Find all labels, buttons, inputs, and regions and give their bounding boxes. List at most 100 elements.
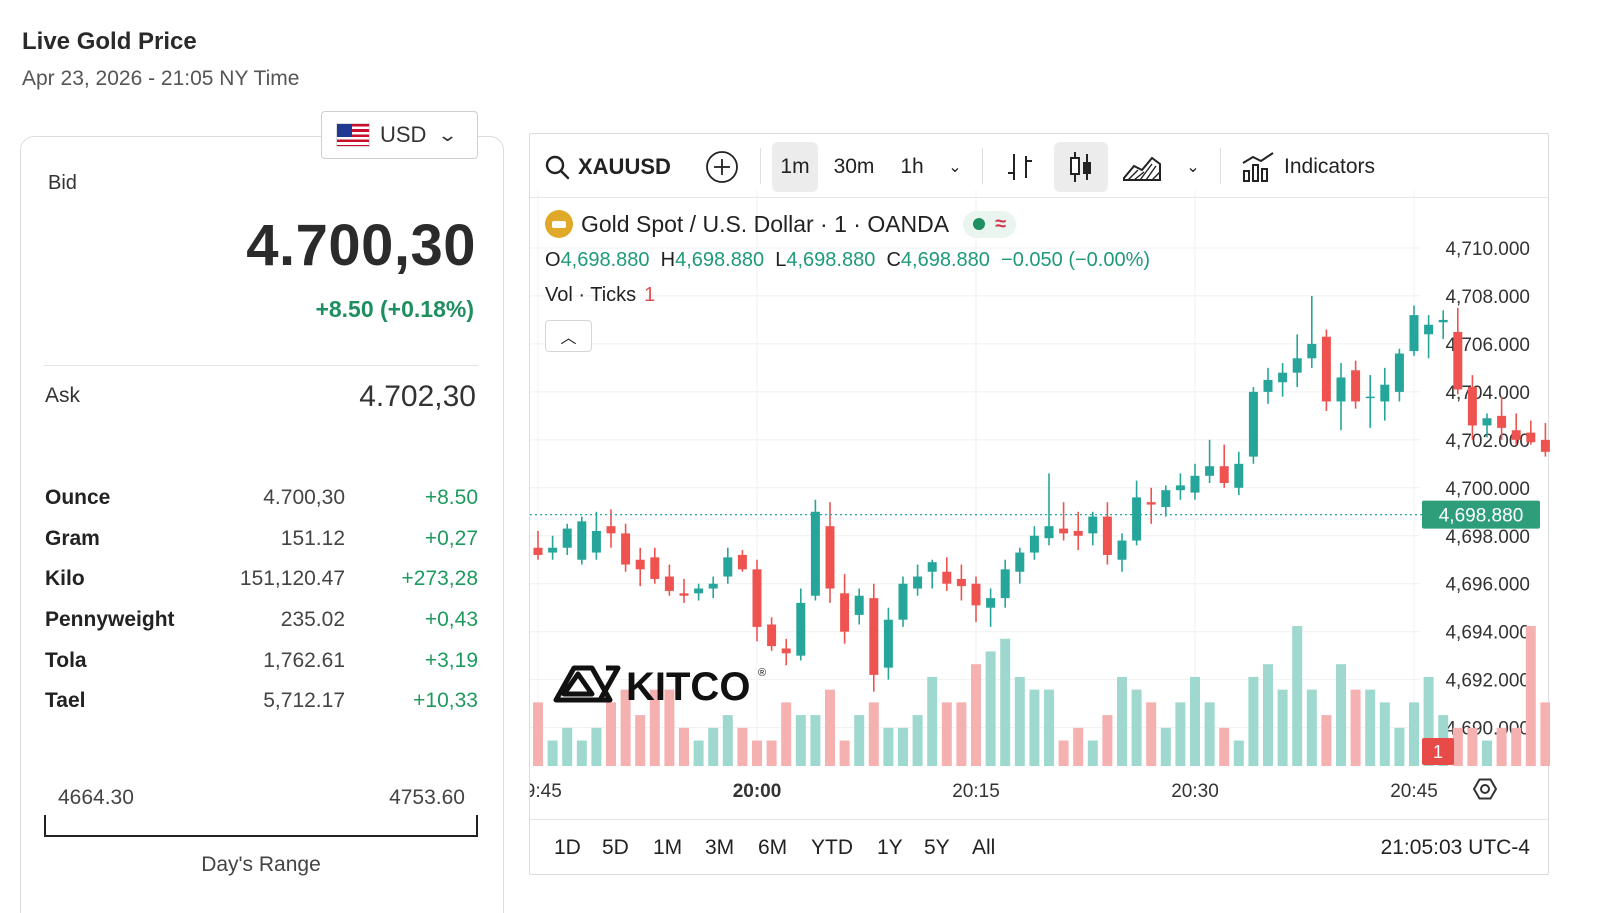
open-value: 4,698.880 [560,249,650,271]
volume-bar [1394,727,1405,766]
period-1d[interactable]: 1D [554,836,581,859]
period-6m[interactable]: 6M [758,836,788,859]
volume-bar [708,727,719,766]
collapse-legend-button[interactable]: ︿ [545,320,592,352]
unit-row-kilo: Kilo 151,120.47 +273,28 [45,559,480,600]
candle-body [1073,530,1083,536]
market-status-badge: ≈ [963,210,1017,238]
period-1m[interactable]: 1M [653,836,683,859]
period-ytd[interactable]: YTD [811,836,853,859]
candle-body [1380,384,1390,402]
kitco-watermark: KITCO [626,665,750,709]
candle-body [1015,552,1025,572]
high-value: 4,698.880 [675,249,765,271]
candle-body [650,557,660,579]
volume-bar [1511,727,1522,766]
candle-body [1146,502,1156,505]
chart-settings-icon[interactable] [1472,778,1498,800]
period-1y[interactable]: 1Y [877,836,903,859]
volume-bar [1175,702,1186,766]
volume-bar [1540,702,1550,766]
compare-add-icon[interactable] [702,142,742,192]
volume-bar [1379,702,1390,766]
candle-body [1321,336,1331,402]
period-3m[interactable]: 3M [705,836,735,859]
last-price-badge [1422,500,1540,529]
period-5d[interactable]: 5D [602,836,629,859]
currency-label: USD [380,122,427,147]
unit-price: 4.700,30 [263,486,345,510]
candle-body [679,593,689,596]
unit-change: +8.50 [424,486,478,510]
candle-body [825,526,835,589]
toolbar-divider [760,148,761,184]
ask-label: Ask [45,384,81,407]
price-chart[interactable]: 4,710.000 4,708.000 4,706.000 4,704.000 4,70… [530,134,1550,820]
period-5y[interactable]: 5Y [924,836,950,859]
interval-30m[interactable]: 30m [833,155,875,178]
page-title: Live Gold Price [22,28,197,55]
last-price-label: 4,698.880 [1439,506,1524,527]
candle-body [927,562,937,572]
volume-bar [1306,689,1317,766]
candle-body [1394,353,1404,392]
x-tick-label: 20:00 [733,781,782,802]
candlestick-chart-type-icon[interactable] [1054,142,1108,192]
unit-row-pennyweight: Pennyweight 235.02 +0,43 [45,600,480,641]
candle-body [577,521,587,560]
y-tick-label: 4,704.000 [1445,383,1530,404]
volume-legend: Vol · Ticks 1 [545,284,655,307]
candle-body [1278,372,1288,383]
volume-bar [971,664,981,766]
volume-bar [1117,676,1127,766]
volume-bar [1496,727,1507,766]
unit-name: Gram [45,526,100,550]
ask-price: 4.702,30 [359,380,476,413]
unit-price: 151.12 [280,526,345,550]
volume-bar [1160,727,1171,766]
currency-dropdown[interactable]: USD ⌄ [321,111,478,159]
volume-badge-label: 1 [1433,742,1443,762]
unit-change: +0,27 [424,526,478,550]
candle-body [1059,528,1069,534]
bid-price: 4.700,30 [246,213,476,278]
candle-body [986,598,996,608]
bid-label: Bid [48,172,77,194]
toolbar-divider [982,148,983,184]
candle-body [1117,540,1127,560]
candle-body [694,588,704,594]
volume-bar [679,727,689,766]
symbol-search-input[interactable]: XAUUSD [578,154,671,179]
low-label: L [775,249,787,271]
candle-body [1029,535,1039,553]
indicators-button[interactable]: Indicators [1284,155,1376,178]
volume-bar [562,727,573,766]
search-icon[interactable] [542,142,572,192]
interval-1m[interactable]: 1m [772,142,818,192]
candle-body [1044,526,1054,539]
volume-bar [898,727,908,766]
interval-1h[interactable]: 1h [900,155,924,178]
candle-body [533,547,543,555]
y-tick-label: 4,694.000 [1445,623,1530,644]
chart-type-chevron-down-icon[interactable]: ⌄ [1186,159,1200,176]
y-tick-label: 4,696.000 [1445,575,1530,596]
area-chart-type-icon[interactable] [1120,142,1164,192]
interval-chevron-down-icon[interactable]: ⌄ [948,159,962,176]
unit-price: 151,120.47 [239,567,345,591]
unit-change: +0,43 [424,608,478,632]
bar-chart-type-icon[interactable] [1000,142,1040,192]
volume-bar [810,715,821,766]
volume-bar [1321,715,1332,766]
high-label: H [660,249,676,271]
chart-widget: XAUUSD 1m 30m 1h ⌄ ⌄ Indicators 4,710.00… [529,133,1550,875]
volume-bar [635,715,646,766]
indicators-icon[interactable] [1240,142,1276,192]
candle-body [1248,391,1258,457]
chevron-down-icon: ⌄ [437,124,459,145]
registered-mark: ® [758,667,766,679]
candle-body [723,557,733,577]
period-all[interactable]: All [972,836,996,859]
candle-body [898,583,908,620]
candle-body [1409,315,1419,352]
